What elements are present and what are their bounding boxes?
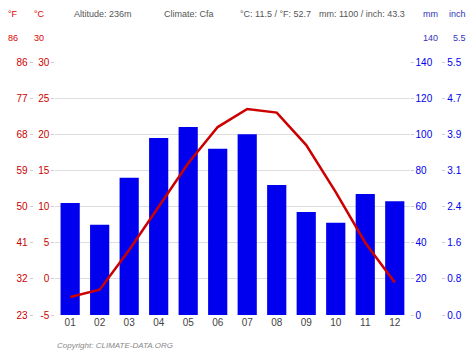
svg-text:140: 140 <box>416 57 433 68</box>
svg-text:Altitude: 236m: Altitude: 236m <box>74 9 132 19</box>
svg-text:30: 30 <box>34 33 44 43</box>
svg-text:-5: -5 <box>40 310 49 321</box>
svg-text:50: 50 <box>17 201 29 212</box>
svg-text:mm: 1100 / inch: 43.3: mm: 1100 / inch: 43.3 <box>319 9 405 19</box>
svg-text:03: 03 <box>124 317 136 328</box>
svg-text:32: 32 <box>17 273 29 284</box>
svg-text:86: 86 <box>8 33 18 43</box>
svg-text:20: 20 <box>416 273 428 284</box>
svg-text:06: 06 <box>212 317 224 328</box>
svg-text:2.4: 2.4 <box>447 201 461 212</box>
svg-text:59: 59 <box>17 165 29 176</box>
svg-text:12: 12 <box>389 317 401 328</box>
svg-text:°F: °F <box>8 9 18 19</box>
svg-text:5: 5 <box>44 237 50 248</box>
svg-text:20: 20 <box>38 129 50 140</box>
svg-text:05: 05 <box>183 317 195 328</box>
svg-text:10: 10 <box>38 201 50 212</box>
svg-text:77: 77 <box>17 93 29 104</box>
svg-text:23: 23 <box>17 310 29 321</box>
svg-text:07: 07 <box>242 317 254 328</box>
svg-text:60: 60 <box>416 201 428 212</box>
svg-text:1.6: 1.6 <box>447 237 461 248</box>
svg-text:04: 04 <box>153 317 165 328</box>
svg-text:40: 40 <box>416 237 428 248</box>
svg-text:Copyright: CLIMATE-DATA.ORG: Copyright: CLIMATE-DATA.ORG <box>57 341 173 350</box>
svg-text:08: 08 <box>271 317 283 328</box>
svg-text:30: 30 <box>38 57 50 68</box>
svg-text:25: 25 <box>38 93 50 104</box>
svg-text:°C: 11.5 / °F: 52.7: °C: 11.5 / °F: 52.7 <box>240 9 311 19</box>
svg-text:09: 09 <box>301 317 313 328</box>
svg-text:100: 100 <box>416 129 433 140</box>
svg-text:mm: mm <box>423 9 438 19</box>
svg-text:140: 140 <box>423 33 438 43</box>
svg-text:80: 80 <box>416 165 428 176</box>
svg-text:0.0: 0.0 <box>447 310 461 321</box>
svg-text:Climate: Cfa: Climate: Cfa <box>164 9 214 19</box>
svg-text:0.8: 0.8 <box>447 273 461 284</box>
svg-text:86: 86 <box>17 57 29 68</box>
svg-text:5.5: 5.5 <box>447 57 461 68</box>
svg-text:3.1: 3.1 <box>447 165 461 176</box>
svg-text:°C: °C <box>34 9 45 19</box>
svg-text:01: 01 <box>65 317 77 328</box>
svg-text:0: 0 <box>416 310 422 321</box>
svg-text:5.5: 5.5 <box>453 33 466 43</box>
svg-text:41: 41 <box>17 237 29 248</box>
svg-text:15: 15 <box>38 165 50 176</box>
svg-text:11: 11 <box>360 317 371 328</box>
svg-text:4.7: 4.7 <box>447 93 461 104</box>
svg-text:3.9: 3.9 <box>447 129 461 140</box>
svg-text:0: 0 <box>44 273 50 284</box>
svg-text:02: 02 <box>94 317 106 328</box>
svg-text:10: 10 <box>330 317 342 328</box>
svg-text:68: 68 <box>17 129 29 140</box>
svg-text:120: 120 <box>416 93 433 104</box>
svg-text:inch: inch <box>449 9 466 19</box>
